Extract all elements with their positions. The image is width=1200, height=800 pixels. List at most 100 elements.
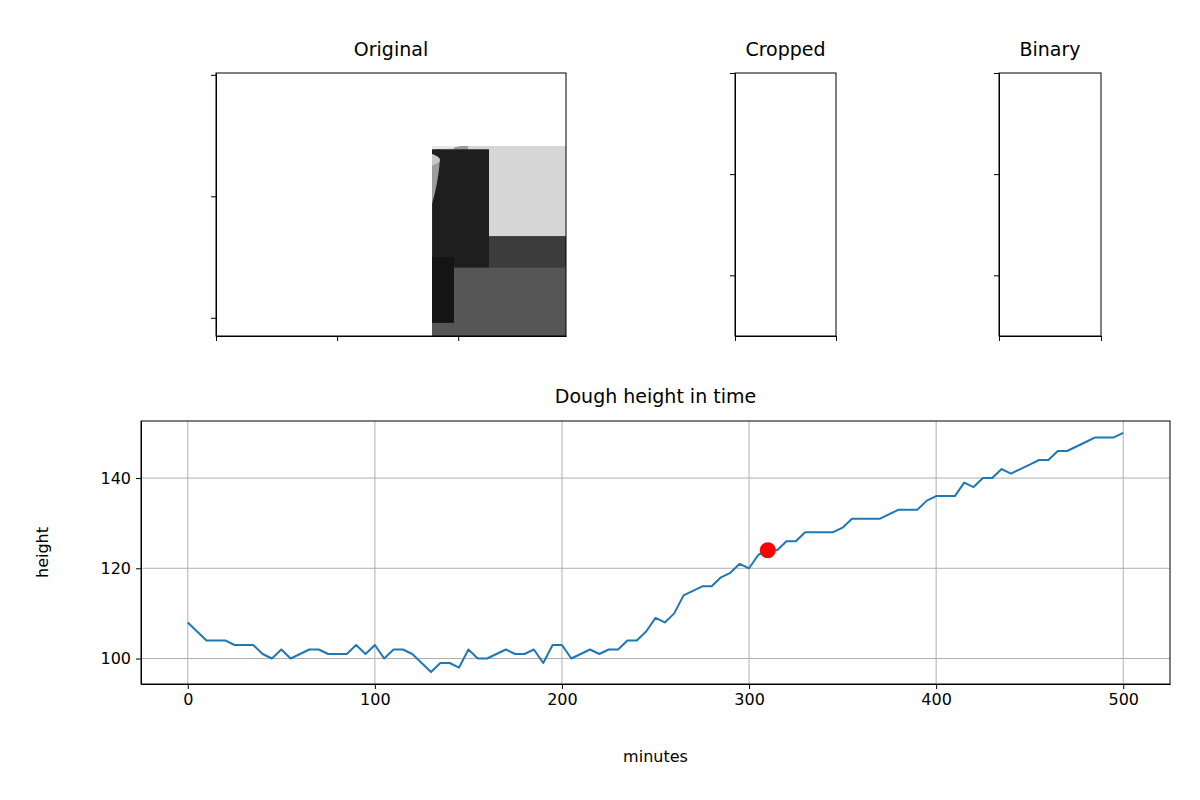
y-tick-mark [136, 568, 141, 569]
x-tick [1101, 336, 1102, 341]
x-tick-mark [375, 684, 376, 689]
highlight-point [760, 542, 776, 558]
y-tick [211, 318, 216, 319]
y-tick-mark [211, 196, 216, 197]
series-line [188, 433, 1123, 672]
y-tick-mark [994, 275, 999, 276]
x-tick-mark [749, 684, 750, 689]
y-tick [994, 174, 999, 175]
x-tick: 400 [921, 684, 952, 709]
x-tick-label: 100 [360, 690, 391, 709]
y-tick-mark [730, 174, 735, 175]
y-axis-line [999, 74, 1000, 337]
x-axis-title: minutes [623, 747, 688, 766]
x-tick-mark [458, 336, 459, 341]
y-tick-mark [730, 73, 735, 74]
y-axis [994, 74, 1000, 337]
grid-line-y [141, 568, 1170, 569]
grid-line-y [141, 658, 1170, 659]
x-tick [999, 336, 1000, 341]
x-tick-label: 500 [1108, 690, 1139, 709]
x-tick: 100 [360, 684, 391, 709]
photo-bowl-rim [432, 147, 440, 173]
y-tick [994, 275, 999, 276]
x-tick-mark [1101, 336, 1102, 341]
y-axis-line [735, 74, 736, 337]
x-tick-mark [216, 336, 217, 341]
x-tick: 300 [734, 684, 765, 709]
y-tick-mark [136, 478, 141, 479]
x-axis: 0 100 200 300 400 500 [142, 684, 1171, 709]
photo-plate [432, 146, 475, 149]
x-tick: 0 [183, 684, 193, 709]
x-tick-label: 200 [547, 690, 578, 709]
y-axis-title: height [33, 527, 52, 578]
y-tick-mark [211, 318, 216, 319]
image-panel: Original [211, 38, 567, 341]
photo-bowl [432, 160, 440, 244]
y-axis [211, 74, 217, 337]
x-axis [217, 336, 567, 341]
chart-title: Dough height in time [555, 385, 756, 407]
x-tick [836, 336, 837, 341]
photo-tray [432, 257, 454, 323]
image-panel: Binary [994, 38, 1102, 341]
frame [735, 73, 836, 336]
y-tick-mark [730, 275, 735, 276]
y-tick-mark [211, 75, 216, 76]
panel-title: Binary [1019, 38, 1080, 60]
grid-line-x [749, 421, 750, 684]
x-tick-mark [936, 684, 937, 689]
y-tick-label: 120 [100, 559, 131, 578]
figure: Original Cropped Binary 0 100 200 300 400 500 100… [0, 0, 1200, 800]
panel-title: Original [354, 38, 428, 60]
image-panel: Cropped [730, 38, 837, 341]
y-tick: 100 [100, 649, 141, 668]
y-tick: 120 [100, 559, 141, 578]
y-axis [730, 74, 736, 337]
background [0, 0, 1200, 800]
y-tick [211, 196, 216, 197]
x-tick: 200 [547, 684, 578, 709]
x-tick [458, 336, 459, 341]
x-tick-mark [337, 336, 338, 341]
x-tick-mark [188, 684, 189, 689]
frame [216, 73, 566, 336]
x-tick-mark [836, 336, 837, 341]
y-axis-line [216, 74, 217, 337]
x-axis-line [217, 336, 567, 337]
y-tick [730, 174, 735, 175]
x-axis-line [736, 336, 837, 337]
y-axis-line [141, 422, 142, 685]
photo-bg [432, 146, 566, 336]
y-tick-label: 100 [100, 649, 131, 668]
x-axis [736, 336, 837, 341]
grid-line-x [187, 421, 188, 684]
grid-line-y [141, 478, 1170, 479]
x-tick [735, 336, 736, 341]
x-tick-label: 0 [183, 690, 193, 709]
x-tick: 500 [1108, 684, 1139, 709]
y-tick [730, 275, 735, 276]
x-tick-mark [562, 684, 563, 689]
y-tick-mark [994, 174, 999, 175]
x-tick-mark [999, 336, 1000, 341]
image [432, 146, 566, 336]
grid-line-x [1123, 421, 1124, 684]
y-tick [730, 73, 735, 74]
panel-title: Cropped [745, 38, 825, 60]
x-tick-mark [1123, 684, 1124, 689]
y-tick-label: 140 [100, 469, 131, 488]
x-tick [337, 336, 338, 341]
grid [141, 421, 1170, 684]
x-axis [1000, 336, 1102, 341]
y-tick: 140 [100, 469, 141, 488]
frame [141, 421, 1170, 684]
y-axis: 100 120 140 [100, 422, 141, 685]
x-tick-mark [735, 336, 736, 341]
line-chart: 0 100 200 300 400 500 100 120 140 Dough height in… [33, 385, 1171, 766]
x-axis-line [142, 684, 1171, 685]
y-tick [994, 73, 999, 74]
x-axis-line [1000, 336, 1102, 337]
grid-line-x [936, 421, 937, 684]
